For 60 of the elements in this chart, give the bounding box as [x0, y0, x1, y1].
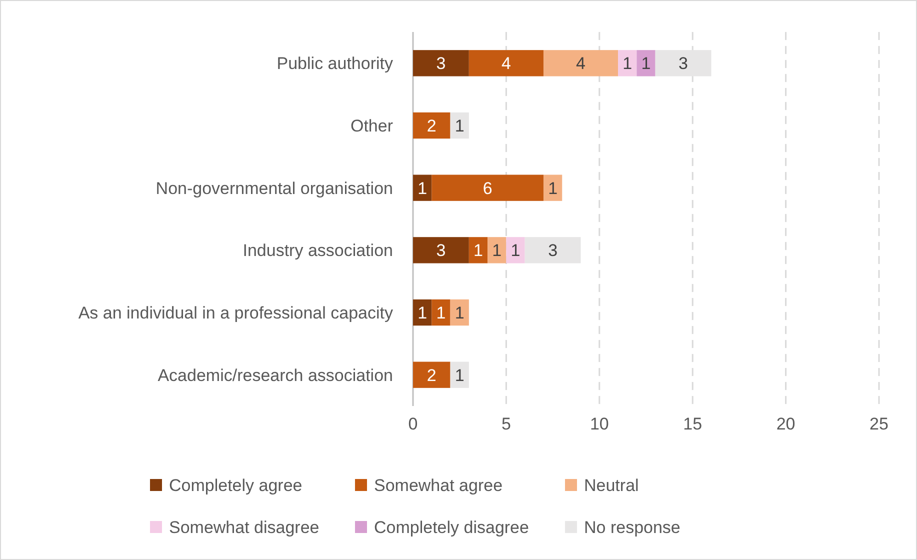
data-label: 1: [454, 303, 464, 322]
data-label: 3: [436, 241, 446, 260]
bar: [506, 237, 525, 264]
x-tick-label: 25: [870, 414, 888, 434]
data-label: 6: [482, 178, 492, 198]
bar: [618, 50, 637, 76]
data-label: 2: [426, 366, 436, 385]
y-tick-label: Academic/research association: [158, 366, 393, 385]
bar: [468, 50, 544, 76]
bar: [636, 50, 656, 76]
bar: [524, 237, 581, 264]
y-tick-label: Industry association: [242, 241, 393, 260]
x-tick-label: 5: [501, 414, 511, 434]
bar: [468, 237, 488, 264]
bar: [450, 112, 469, 139]
data-label: 1: [622, 54, 632, 74]
data-label: 3: [678, 54, 688, 74]
data-label: 1: [641, 54, 651, 74]
bar: [413, 174, 432, 201]
bar: [413, 362, 450, 388]
data-label: 2: [426, 116, 436, 136]
legend-label: No response: [584, 518, 680, 537]
bar: [655, 50, 712, 76]
data-label: 4: [501, 54, 511, 74]
bar: [450, 299, 469, 326]
legend-label: Completely agree: [169, 476, 302, 495]
y-tick-label: Public authority: [276, 54, 394, 74]
data-label: 1: [436, 303, 446, 322]
data-label: 3: [436, 54, 446, 74]
data-label: 1: [492, 241, 502, 260]
data-label: 1: [418, 303, 428, 322]
legend-label: Completely disagree: [374, 518, 529, 537]
bar: [413, 237, 469, 264]
bar: [413, 299, 432, 326]
data-label: 1: [418, 178, 428, 198]
x-tick-label: 20: [776, 414, 796, 434]
data-label: 1: [510, 241, 520, 260]
y-tick-label: As an individual in a professional capacity: [78, 303, 394, 322]
bar: [413, 50, 469, 76]
x-tick-label: 10: [590, 414, 609, 434]
bar: [488, 237, 506, 264]
bar: [450, 362, 469, 388]
data-label: 3: [548, 241, 558, 260]
bar: [543, 50, 618, 76]
data-label: 4: [576, 54, 586, 74]
data-label: 1: [474, 241, 483, 260]
bar: [543, 174, 562, 201]
bar: [413, 112, 450, 139]
bar: [432, 299, 450, 326]
data-label: 1: [454, 116, 464, 136]
bar: [432, 174, 544, 201]
y-tick-label: Non-governmental organisation: [156, 178, 393, 198]
data-label: 1: [548, 178, 558, 198]
y-tick-label: Other: [350, 116, 394, 136]
x-tick-label: 0: [408, 414, 418, 434]
legend-label: Somewhat agree: [374, 476, 503, 495]
legend-label: Neutral: [584, 476, 639, 495]
data-label: 1: [454, 366, 464, 385]
x-tick-label: 15: [683, 414, 702, 434]
legend-label: Somewhat disagree: [169, 518, 320, 537]
